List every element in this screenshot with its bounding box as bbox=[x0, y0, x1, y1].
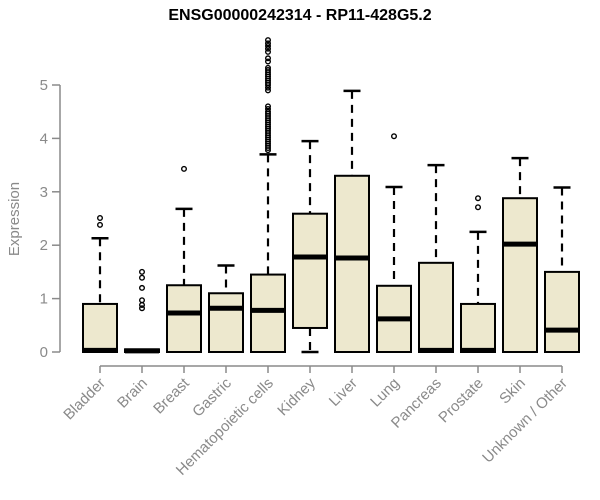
outlier-point-bladder bbox=[96, 214, 103, 221]
outlier-point-brain bbox=[138, 268, 145, 275]
y-tick-label: 5 bbox=[40, 77, 48, 94]
x-tick-label-lung: Lung bbox=[367, 375, 403, 411]
x-tick-label-skin: Skin bbox=[496, 375, 529, 408]
outlier-point-prostate bbox=[475, 204, 482, 211]
box-bladder bbox=[82, 302, 118, 354]
outlier-point-hematopoietic-cells bbox=[265, 106, 272, 113]
outlier-point-prostate bbox=[475, 195, 482, 202]
outlier-point-brain bbox=[138, 302, 145, 309]
box-hematopoietic-cells bbox=[250, 273, 286, 354]
x-tick-label-kidney: Kidney bbox=[274, 374, 319, 419]
outlier-point-hematopoietic-cells bbox=[265, 45, 272, 52]
outlier-point-hematopoietic-cells bbox=[265, 67, 272, 74]
outlier-point-hematopoietic-cells bbox=[265, 64, 272, 71]
outlier-point-hematopoietic-cells bbox=[265, 48, 272, 55]
outlier-point-hematopoietic-cells bbox=[265, 103, 272, 110]
y-tick-label: 3 bbox=[40, 184, 48, 201]
outlier-point-brain bbox=[138, 274, 145, 281]
box-pancreas bbox=[418, 261, 454, 353]
outlier-point-hematopoietic-cells bbox=[265, 87, 272, 94]
outlier-point-brain bbox=[138, 305, 145, 312]
y-tick-label: 0 bbox=[40, 344, 48, 361]
box-gastric bbox=[208, 292, 244, 354]
y-tick-label: 1 bbox=[40, 291, 48, 308]
x-tick-label-bladder: Bladder bbox=[60, 375, 109, 424]
box-prostate bbox=[460, 302, 496, 354]
outlier-point-hematopoietic-cells bbox=[265, 40, 272, 47]
box-kidney bbox=[292, 212, 328, 329]
outlier-point-hematopoietic-cells bbox=[265, 43, 272, 50]
outlier-point-bladder bbox=[96, 221, 103, 228]
y-tick-label: 2 bbox=[40, 237, 48, 254]
box-liver bbox=[334, 174, 370, 353]
outlier-point-brain bbox=[138, 284, 145, 291]
box-skin bbox=[502, 197, 538, 353]
outlier-point-lung bbox=[391, 133, 398, 140]
outlier-point-hematopoietic-cells bbox=[265, 58, 272, 65]
x-tick-label-prostate: Prostate bbox=[435, 375, 487, 427]
x-tick-label-brain: Brain bbox=[114, 375, 151, 412]
outlier-point-hematopoietic-cells bbox=[265, 37, 272, 44]
outlier-point-hematopoietic-cells bbox=[265, 55, 272, 62]
x-tick-label-breast: Breast bbox=[150, 374, 193, 417]
outlier-point-hematopoietic-cells bbox=[265, 108, 272, 115]
box-unknown-other bbox=[544, 270, 580, 353]
outlier-point-brain bbox=[138, 297, 145, 304]
outlier-point-breast bbox=[180, 165, 187, 172]
x-tick-label-liver: Liver bbox=[326, 375, 361, 410]
box-breast bbox=[166, 284, 202, 353]
y-tick-label: 4 bbox=[40, 130, 48, 147]
chart-title: ENSG00000242314 - RP11-428G5.2 bbox=[168, 7, 432, 24]
